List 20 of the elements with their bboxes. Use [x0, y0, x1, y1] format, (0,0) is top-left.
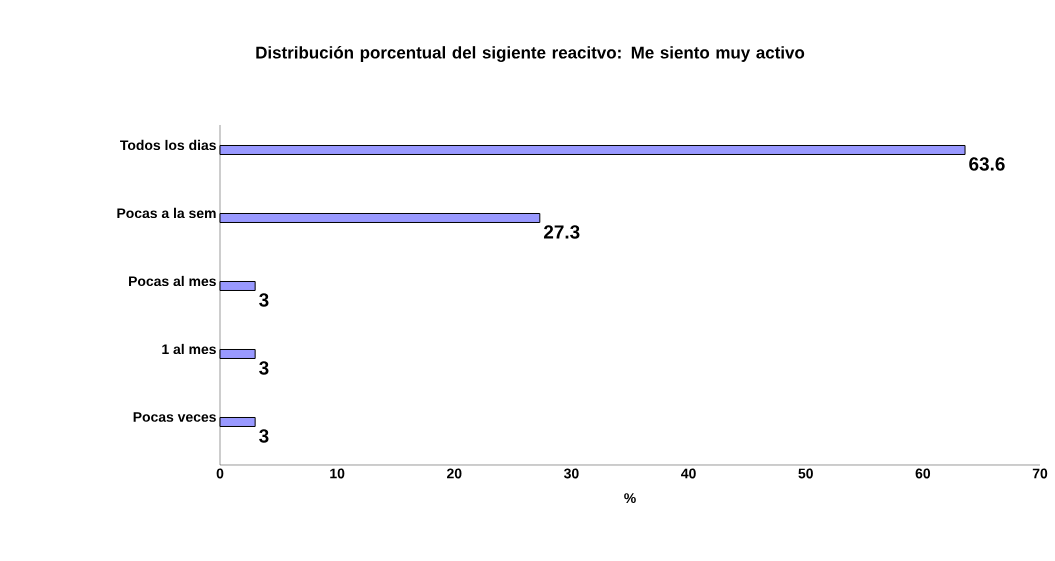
x-tick-label: 0: [216, 468, 224, 479]
x-tick-label: 50: [798, 468, 813, 479]
y-tick-label: Pocas veces: [133, 412, 216, 422]
y-tick-label: Pocas al mes: [129, 275, 216, 287]
x-tick-label: 20: [447, 468, 462, 479]
x-tick-label: 70: [1032, 468, 1048, 479]
y-tick-label: 1 al mes: [162, 343, 216, 355]
x-tick-label: 10: [330, 468, 345, 479]
data-label: 3: [259, 361, 269, 375]
x-tick-label: 60: [915, 468, 931, 479]
chart-title: Distribución porcentual del sigiente reacitvo: Me siento muy activo: [256, 45, 805, 62]
data-label: 27.3: [543, 225, 580, 239]
x-tick-label: 40: [681, 468, 696, 479]
data-label: 63.6: [969, 157, 1005, 171]
y-tick-label: Todos los dias: [120, 139, 216, 151]
y-tick-label: Pocas a la sem: [117, 207, 216, 219]
data-label: 3: [259, 429, 269, 443]
x-tick-label: 30: [563, 468, 579, 479]
data-label: 3: [259, 293, 269, 307]
x-axis-title: %: [624, 493, 636, 504]
